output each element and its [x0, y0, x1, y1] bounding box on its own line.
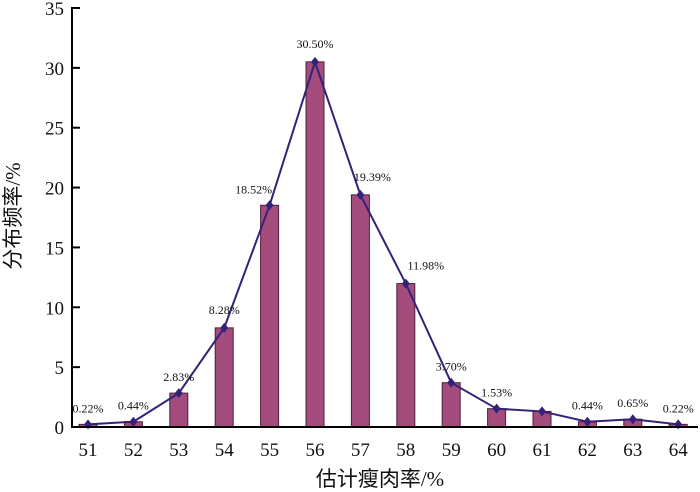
y-tick-label: 0 — [55, 418, 65, 439]
x-tick-label: 56 — [306, 440, 325, 461]
data-label-59: 3.70% — [436, 360, 467, 374]
x-tick-label: 60 — [487, 440, 506, 461]
bar-54 — [214, 327, 234, 428]
line-marker-55 — [265, 200, 274, 211]
x-tick-label: 61 — [533, 440, 552, 461]
bar-56 — [305, 61, 325, 428]
line-marker-62 — [583, 416, 592, 427]
x-axis-label: 估计瘦肉率/% — [316, 467, 444, 491]
x-tick-label: 62 — [578, 440, 597, 461]
line-marker-56 — [311, 56, 319, 67]
bar-59 — [441, 382, 461, 428]
x-tick-label: 55 — [260, 440, 279, 461]
y-tick-label: 15 — [45, 238, 64, 259]
x-tick-label: 64 — [669, 440, 689, 461]
y-tick-label: 5 — [55, 358, 65, 379]
y-axis-label: 分布频率/% — [1, 162, 25, 269]
y-tick-label: 30 — [45, 59, 64, 80]
y-tick-label: 35 — [45, 0, 64, 20]
data-label-54: 8.28% — [209, 303, 240, 317]
line-marker-63 — [628, 414, 637, 425]
bar-57 — [350, 194, 370, 428]
x-tick-label: 63 — [623, 440, 642, 461]
line-marker-59 — [447, 377, 456, 388]
line-marker-52 — [129, 416, 138, 427]
y-tick-label: 25 — [45, 119, 64, 140]
data-label-52: 0.44% — [118, 399, 149, 413]
bar-58 — [396, 283, 416, 428]
line-marker-60 — [492, 403, 501, 414]
data-label-51: 0.22% — [73, 401, 104, 415]
x-tick-label: 57 — [351, 440, 370, 461]
x-tick-label: 53 — [169, 440, 188, 461]
data-label-60: 1.53% — [481, 386, 512, 400]
line-marker-61 — [538, 406, 546, 417]
x-tick-label: 58 — [396, 440, 415, 461]
data-label-64: 0.22% — [663, 401, 694, 415]
data-label-55: 18.52% — [235, 182, 272, 196]
data-label-62: 0.44% — [572, 399, 603, 413]
data-label-53: 2.83% — [163, 370, 194, 384]
x-tick-label: 59 — [442, 440, 461, 461]
data-label-63: 0.65% — [617, 396, 648, 410]
line-marker-57 — [356, 189, 365, 200]
x-tick-label: 52 — [124, 440, 143, 461]
bar-55 — [260, 204, 280, 428]
y-tick-label: 10 — [45, 298, 64, 319]
line-marker-53 — [174, 388, 183, 399]
line-marker-54 — [220, 322, 229, 333]
data-label-56: 30.50% — [297, 37, 334, 51]
y-tick-label: 20 — [45, 179, 64, 200]
x-tick-label: 51 — [79, 440, 98, 461]
data-label-57: 19.39% — [354, 170, 391, 184]
line-marker-58 — [401, 278, 410, 289]
x-tick-label: 54 — [215, 440, 235, 461]
trend-line — [87, 58, 679, 426]
data-label-58: 11.98% — [408, 259, 445, 273]
